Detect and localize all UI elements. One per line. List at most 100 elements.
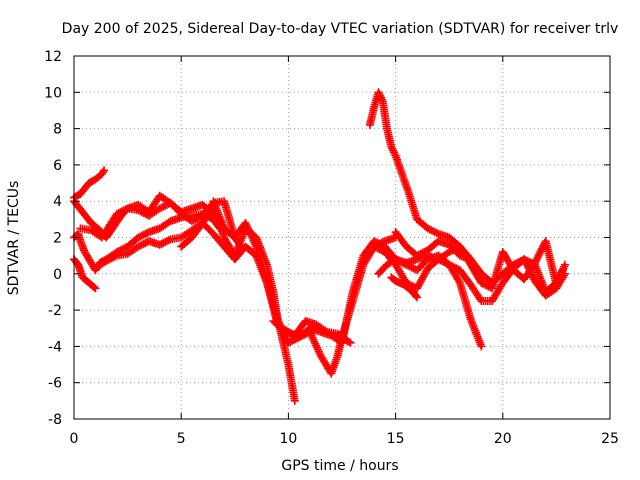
data-point (90, 283, 99, 292)
data-point (159, 238, 168, 247)
data-point (375, 90, 384, 99)
data-point (480, 280, 489, 289)
data-point (374, 88, 383, 97)
data-point (114, 208, 123, 217)
data-point (429, 227, 438, 236)
data-point (116, 208, 125, 217)
data-point (107, 254, 116, 263)
x-tick-label: 15 (387, 431, 405, 447)
data-point (441, 258, 450, 267)
series-trace-14 (391, 228, 486, 287)
data-point (387, 142, 396, 151)
data-point (423, 224, 432, 233)
data-point (191, 215, 200, 224)
y-tick-label: 10 (44, 85, 62, 101)
y-axis-label: SDTVAR / TECUs (6, 181, 22, 296)
data-point (134, 242, 143, 251)
data-point (560, 260, 569, 269)
data-point (524, 264, 533, 273)
data-point (438, 257, 447, 266)
data-point (159, 202, 168, 211)
data-series (70, 88, 569, 405)
y-tick-label: -2 (48, 303, 62, 319)
data-point (344, 337, 353, 346)
data-point (164, 218, 173, 227)
data-point (452, 264, 461, 273)
data-point (105, 255, 114, 264)
y-tick-label: 6 (53, 158, 62, 174)
data-point (120, 206, 129, 215)
data-point (389, 148, 398, 157)
data-point (445, 248, 454, 257)
data-point (559, 271, 568, 280)
data-point (286, 337, 295, 346)
data-point (112, 209, 121, 218)
data-point (139, 239, 148, 248)
data-point (418, 248, 427, 257)
y-tick-label: -8 (48, 412, 62, 428)
data-point (346, 338, 355, 347)
data-point (445, 260, 454, 269)
series-trace-13 (387, 273, 422, 302)
data-point (118, 245, 127, 254)
data-point (139, 230, 148, 239)
data-point (477, 278, 486, 287)
data-point (413, 251, 422, 260)
data-point (534, 251, 543, 260)
data-point (195, 213, 204, 222)
data-point (187, 217, 196, 226)
data-point (530, 258, 539, 267)
data-point (560, 269, 569, 278)
y-tick-label: 12 (44, 49, 62, 65)
y-tick-label: 8 (53, 122, 62, 138)
data-point (390, 150, 399, 159)
data-point (121, 205, 130, 214)
data-point (164, 236, 173, 245)
data-point (439, 258, 448, 267)
data-point (143, 228, 152, 237)
y-tick-label: 0 (53, 267, 62, 283)
data-point (454, 277, 463, 286)
grid-lines (74, 56, 610, 419)
x-tick-label: 20 (494, 431, 512, 447)
data-point (375, 245, 384, 254)
data-point (416, 249, 425, 258)
data-point (450, 263, 459, 272)
data-point (532, 255, 541, 264)
data-point (371, 243, 380, 252)
data-point (535, 249, 544, 258)
data-point (157, 239, 166, 248)
data-point (155, 240, 164, 249)
series-trace-9 (269, 316, 355, 347)
data-point (430, 228, 439, 237)
data-point (189, 216, 198, 225)
data-point (136, 241, 145, 250)
data-point (162, 237, 171, 246)
data-point (98, 168, 107, 177)
series-trace-1 (70, 166, 109, 202)
data-point (118, 207, 127, 216)
data-point (414, 250, 423, 259)
x-tick-label: 0 (70, 431, 79, 447)
x-tick-label: 25 (601, 431, 619, 447)
data-point (109, 253, 118, 262)
data-point (425, 225, 434, 234)
data-point (528, 271, 537, 280)
data-point (161, 238, 170, 247)
data-point (137, 240, 146, 249)
data-point (536, 248, 545, 257)
data-point (420, 248, 429, 257)
data-point (413, 293, 422, 302)
data-point (102, 257, 111, 266)
data-point (427, 226, 436, 235)
data-point (136, 232, 145, 241)
data-point (525, 266, 534, 275)
data-point (141, 238, 150, 247)
x-tick-label: 10 (279, 431, 297, 447)
data-point (527, 269, 536, 278)
data-point (388, 144, 397, 153)
data-point (531, 257, 540, 266)
data-point (434, 255, 443, 264)
y-tick-label: -4 (48, 339, 62, 355)
